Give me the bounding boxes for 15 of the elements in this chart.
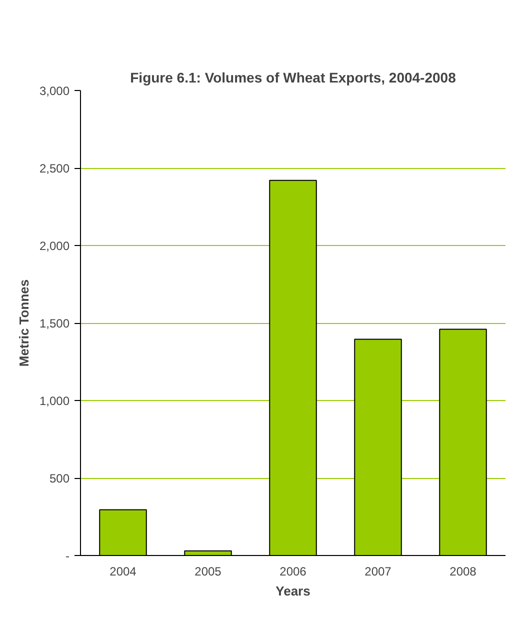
x-tick-label: 2006: [280, 564, 307, 578]
x-tick-label: 2008: [450, 564, 477, 578]
y-tick-label: -: [66, 549, 70, 563]
y-tick-label: 500: [49, 472, 70, 486]
y-tick-label: 1,000: [39, 394, 70, 408]
y-tick-label: 3,000: [39, 84, 70, 98]
y-tick-label: 1,500: [39, 316, 70, 330]
x-tick-label: 2007: [364, 564, 392, 578]
y-tick-label: 2,000: [39, 239, 70, 253]
y-tick-label: 2,500: [39, 162, 70, 176]
x-tick-label: 2005: [194, 564, 222, 578]
x-tick-label: 2004: [110, 564, 137, 578]
chart-title: Figure 6.1: Volumes of Wheat Exports, 2004-2008: [130, 70, 456, 86]
y-axis-title: Metric Tonnes: [16, 279, 32, 367]
x-axis-title: Years: [276, 584, 310, 598]
